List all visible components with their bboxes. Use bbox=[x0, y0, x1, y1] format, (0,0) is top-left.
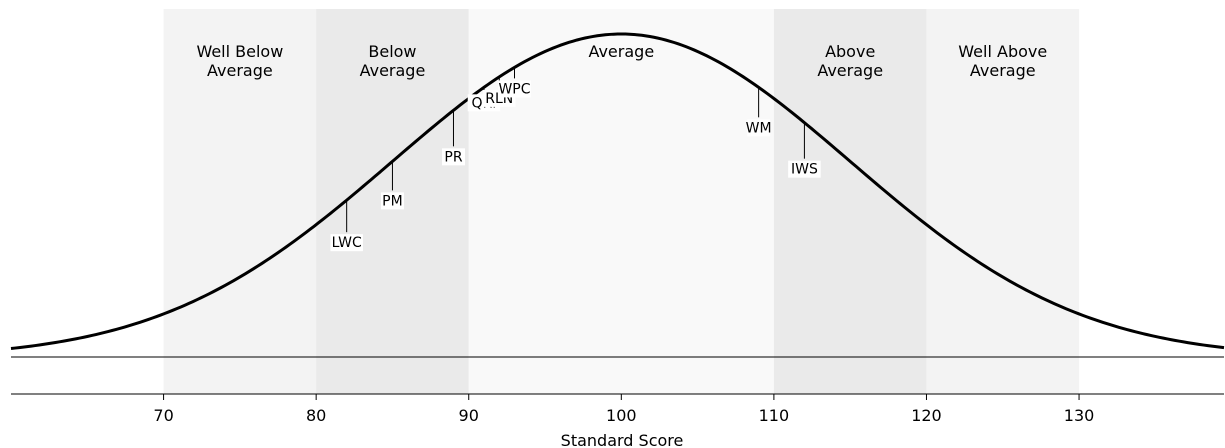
score-marker-wm: WM bbox=[746, 87, 772, 136]
x-tick-label-110: 110 bbox=[759, 406, 790, 425]
band-0 bbox=[163, 9, 317, 394]
x-tick-label-70: 70 bbox=[153, 406, 173, 425]
x-tick-label-120: 120 bbox=[911, 406, 942, 425]
band-label-1-1: Average bbox=[360, 61, 426, 80]
band-label-4-0: Well Above bbox=[958, 42, 1047, 61]
band-3 bbox=[773, 9, 927, 394]
score-label-lwc: LWC bbox=[332, 235, 362, 251]
x-tick-label-90: 90 bbox=[459, 406, 479, 425]
x-tick-label-130: 130 bbox=[1064, 406, 1095, 425]
score-marker-pm: PM bbox=[380, 161, 404, 210]
score-label-bg bbox=[380, 192, 404, 210]
score-label-pm: PM bbox=[382, 193, 403, 209]
band-label-1-0: Below bbox=[368, 42, 416, 61]
score-label-bg bbox=[498, 80, 531, 98]
x-tick-label-80: 80 bbox=[306, 406, 326, 425]
score-label-pr: PR bbox=[444, 149, 462, 165]
band-4 bbox=[926, 9, 1080, 394]
score-marker-iws: IWS bbox=[788, 122, 821, 178]
x-axis: 70 80 90 100 110 120 130 bbox=[11, 393, 1224, 425]
band-label-0-0: Well Below bbox=[196, 42, 283, 61]
score-label-bg bbox=[747, 119, 771, 137]
score-label-wpc: WPC bbox=[498, 81, 530, 97]
score-label-iws: IWS bbox=[791, 162, 818, 178]
band-2 bbox=[468, 9, 774, 394]
x-axis-title: Standard Score bbox=[561, 431, 684, 448]
score-label-bg bbox=[441, 148, 465, 166]
band-label-3-1: Average bbox=[817, 61, 883, 80]
band-label-4-1: Average bbox=[970, 61, 1036, 80]
score-markers: LWCPMPRQRIRLNWPCWMIWS bbox=[330, 67, 821, 252]
score-label-bg bbox=[330, 234, 363, 252]
normal-curve bbox=[10, 32, 1225, 350]
band-label-2-0: Average bbox=[588, 42, 654, 61]
score-label-bg bbox=[788, 160, 821, 178]
x-tick-label-100: 100 bbox=[606, 406, 637, 425]
curve-layer bbox=[10, 32, 1225, 358]
score-marker-pr: PR bbox=[441, 110, 465, 166]
band-label-0-1: Average bbox=[207, 61, 273, 80]
band-label-3-0: Above bbox=[825, 42, 875, 61]
score-marker-lwc: LWC bbox=[330, 200, 363, 252]
score-marker-wpc: WPC bbox=[498, 67, 531, 98]
score-label-wm: WM bbox=[746, 120, 772, 136]
